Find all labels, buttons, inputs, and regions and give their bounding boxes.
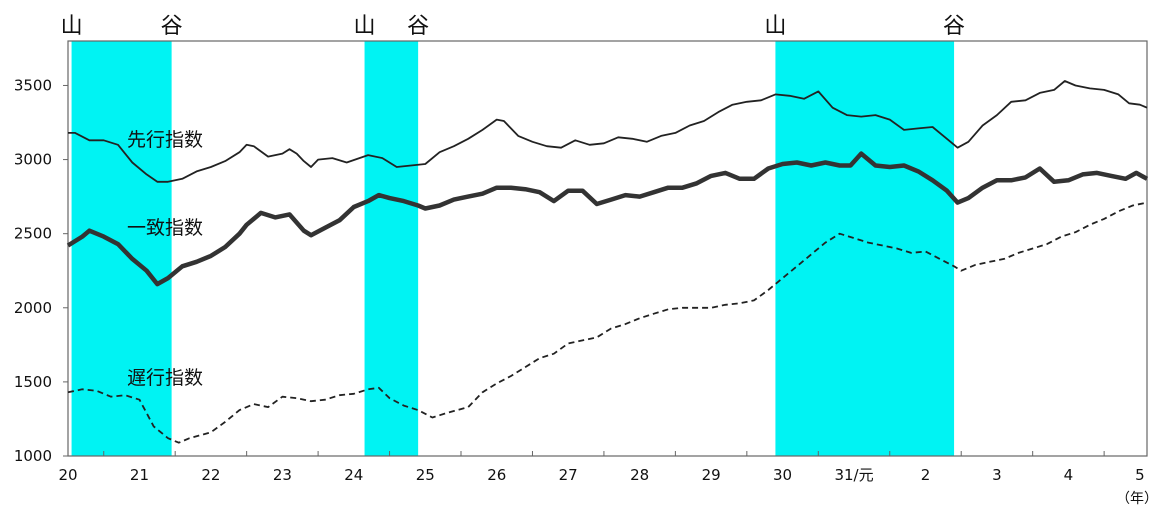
recession-periods	[71, 41, 955, 456]
x-tick-label-8: 28	[630, 466, 649, 484]
x-tick-label-11: 31/元	[834, 466, 873, 484]
x-tick-label-3: 23	[273, 466, 292, 484]
x-axis: 20 21 22 23 24 25 26 27 28 29 30 31/元 2 3 4 5	[58, 451, 1145, 484]
plot-frame	[67, 40, 1148, 457]
x-tick-label-6: 26	[487, 466, 506, 484]
phase-labels: 山谷山谷山谷	[61, 14, 966, 39]
x-tick-label-5: 25	[416, 466, 435, 484]
y-tick-label-2000: 2000	[14, 299, 52, 317]
shaded-period-2	[364, 41, 419, 456]
series-line-1	[68, 80, 1148, 183]
trough-label-1: 谷	[161, 14, 183, 39]
peak-label-3: 山	[764, 14, 786, 39]
y-tick-label-2500: 2500	[14, 225, 52, 243]
series-line-2	[66, 151, 1149, 287]
x-tick-label-15: 5	[1135, 466, 1145, 484]
x-tick-label-12: 2	[921, 466, 931, 484]
y-tick-label-3500: 3500	[14, 76, 52, 94]
x-tick-label-14: 4	[1064, 466, 1074, 484]
x-tick-label-1: 21	[130, 466, 149, 484]
peak-label-1: 山	[61, 14, 83, 39]
y-axis: 1000 1500 2000 2500 3000 3500	[14, 76, 68, 465]
x-tick-label-13: 3	[992, 466, 1002, 484]
x-axis-unit: （年）	[1116, 491, 1158, 507]
y-tick-label-1000: 1000	[14, 447, 52, 465]
series-label-3: 遅行指数	[127, 367, 203, 389]
series-label-1: 先行指数	[127, 129, 203, 151]
x-tick-label-4: 24	[344, 466, 363, 484]
x-tick-label-7: 27	[559, 466, 578, 484]
peak-label-2: 山	[354, 14, 376, 39]
trough-label-3: 谷	[943, 14, 965, 39]
series-line-3	[67, 201, 1148, 444]
y-tick-label-3000: 3000	[14, 151, 52, 169]
trough-label-2: 谷	[407, 14, 429, 39]
series-lines	[66, 80, 1149, 444]
x-tick-label-2: 22	[201, 466, 220, 484]
shaded-period-3	[775, 41, 955, 456]
x-tick-label-9: 29	[702, 466, 721, 484]
series-label-2: 一致指数	[127, 217, 203, 239]
y-tick-label-1500: 1500	[14, 373, 52, 391]
x-tick-label-10: 30	[773, 466, 792, 484]
x-tick-label-0: 20	[58, 466, 77, 484]
